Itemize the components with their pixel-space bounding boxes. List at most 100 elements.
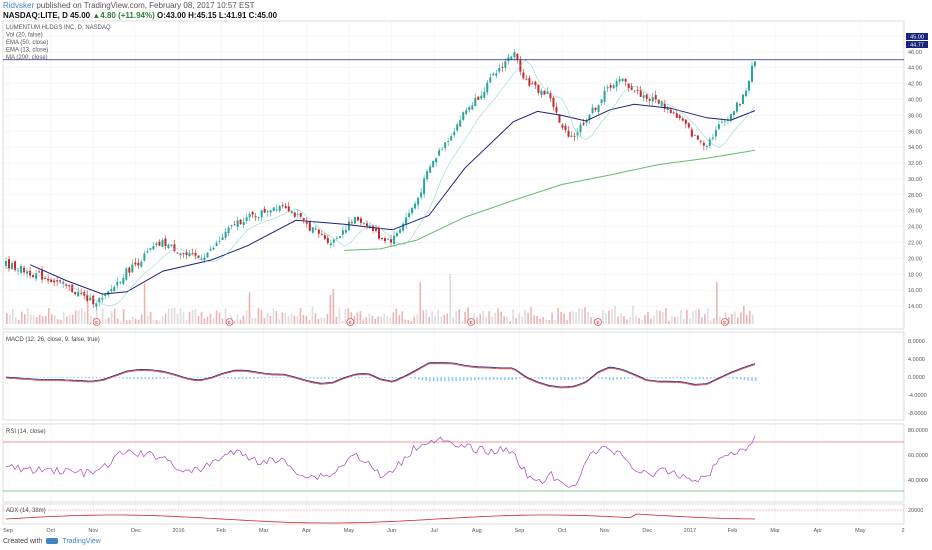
macd-histogram-bar xyxy=(668,377,671,379)
volume-bar xyxy=(668,320,670,324)
time-tick-label: 2016 xyxy=(172,528,184,534)
candle-body xyxy=(29,270,32,276)
volume-bar xyxy=(536,315,538,324)
candle-body xyxy=(290,210,293,214)
candle-body xyxy=(444,142,447,148)
candle-body xyxy=(302,218,305,220)
volume-bar xyxy=(83,312,86,324)
candle-body xyxy=(408,213,411,218)
macd-histogram-bar xyxy=(69,377,72,378)
volume-bar xyxy=(407,320,410,324)
volume-bar xyxy=(683,319,685,324)
volume-bar xyxy=(119,320,122,324)
tradingview-brand[interactable]: TradingView xyxy=(62,538,101,545)
macd-histogram-bar xyxy=(84,377,87,379)
volume-bar xyxy=(47,308,50,324)
candle-body xyxy=(125,268,128,280)
candle-body xyxy=(465,110,468,114)
volume-bar xyxy=(101,308,104,324)
macd-histogram-bar xyxy=(249,377,251,379)
candle-body xyxy=(344,229,347,233)
candle-body xyxy=(489,77,492,83)
candle-body xyxy=(128,267,131,273)
macd-histogram-bar xyxy=(234,377,236,380)
earnings-marker[interactable] xyxy=(92,318,101,326)
volume-bar xyxy=(731,314,733,324)
candle-body xyxy=(149,248,152,250)
candle-body xyxy=(74,291,77,295)
volume-bar xyxy=(257,307,260,324)
macd-histogram-bar xyxy=(361,377,364,379)
volume-bar xyxy=(650,318,652,324)
candle-body xyxy=(666,107,669,111)
price-tick-label: 42.00 xyxy=(908,82,922,88)
macd-histogram-bar xyxy=(710,377,712,379)
macd-histogram-bar xyxy=(196,377,199,378)
candle-body xyxy=(693,135,696,137)
macd-histogram-bar xyxy=(556,377,559,380)
macd-histogram-bar xyxy=(537,377,540,379)
candle-body xyxy=(471,105,474,110)
legend-item: EMA (13, close) xyxy=(6,48,48,54)
candle-body xyxy=(113,286,116,292)
candle-body xyxy=(173,244,176,252)
macd-histogram-bar xyxy=(429,377,431,382)
candle-body xyxy=(257,217,260,218)
earnings-marker[interactable] xyxy=(346,318,355,326)
rsi-pane xyxy=(2,423,905,503)
candle-body xyxy=(480,95,483,99)
volume-bar xyxy=(104,319,107,324)
price-tick-label: 18.00 xyxy=(908,272,922,278)
rsi-tick-label: 60.0000 xyxy=(908,453,928,459)
candle-body xyxy=(287,206,290,212)
volume-bar xyxy=(398,315,401,324)
candle-body xyxy=(362,223,365,225)
time-tick-label: Sep xyxy=(3,528,13,534)
volume-bar xyxy=(707,307,709,324)
volume-bar xyxy=(446,313,449,324)
candle-body xyxy=(708,139,711,146)
volume-bar xyxy=(626,319,628,324)
candle-body xyxy=(735,102,738,112)
volume-bar xyxy=(302,314,305,324)
volume-bar xyxy=(326,314,329,324)
candle-body xyxy=(744,90,747,97)
ema-price-tag xyxy=(906,41,928,48)
candle-body xyxy=(381,238,384,240)
macd-histogram-bar xyxy=(593,377,596,378)
grid xyxy=(3,21,904,524)
macd-histogram-bar xyxy=(417,377,420,380)
candle-body xyxy=(365,223,368,228)
candle-body xyxy=(657,99,660,104)
earnings-marker[interactable] xyxy=(467,318,475,326)
candle-body xyxy=(239,219,242,224)
macd-histogram-bar xyxy=(77,377,79,379)
candle-body xyxy=(323,235,326,239)
volume-bar xyxy=(233,320,236,324)
candle-body xyxy=(341,230,344,235)
earnings-marker[interactable] xyxy=(594,318,602,326)
earnings-marker[interactable] xyxy=(225,318,234,326)
volume-bar xyxy=(575,311,577,324)
macd-histogram-bar xyxy=(440,377,442,382)
candles xyxy=(5,48,756,311)
author-link[interactable]: Ridvsker xyxy=(3,1,35,10)
price-tick-label: 14.00 xyxy=(908,304,922,310)
earnings-marker[interactable] xyxy=(720,318,729,326)
volume-bar xyxy=(188,311,191,324)
volume-bar xyxy=(452,317,455,324)
volume-bar xyxy=(623,316,625,324)
macd-histogram-bar xyxy=(129,377,132,380)
macd-tick-label: 0.0000 xyxy=(908,375,925,381)
candle-body xyxy=(591,107,594,114)
candle-body xyxy=(71,284,74,292)
volume-bar xyxy=(182,312,185,324)
volume-bar xyxy=(659,310,661,324)
volume-bar xyxy=(539,318,541,324)
candle-body xyxy=(549,92,552,99)
candle-body xyxy=(696,135,699,140)
macd-histogram-bar xyxy=(395,377,397,378)
volume-bar xyxy=(572,311,574,324)
candle-body xyxy=(384,238,387,242)
